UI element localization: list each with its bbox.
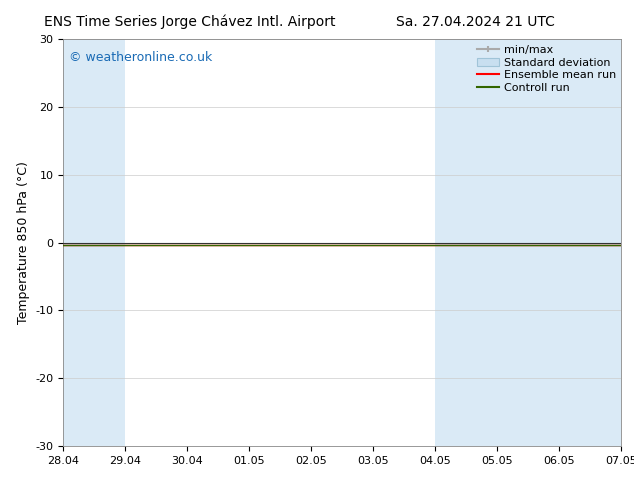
Y-axis label: Temperature 850 hPa (°C): Temperature 850 hPa (°C) (17, 161, 30, 324)
Text: © weatheronline.co.uk: © weatheronline.co.uk (69, 51, 212, 64)
Text: ENS Time Series Jorge Chávez Intl. Airport: ENS Time Series Jorge Chávez Intl. Airpo… (44, 15, 336, 29)
Text: Sa. 27.04.2024 21 UTC: Sa. 27.04.2024 21 UTC (396, 15, 555, 29)
Legend: min/max, Standard deviation, Ensemble mean run, Controll run: min/max, Standard deviation, Ensemble me… (475, 43, 618, 96)
Bar (559, 39, 621, 446)
Bar (63, 39, 126, 446)
Bar (436, 39, 559, 446)
